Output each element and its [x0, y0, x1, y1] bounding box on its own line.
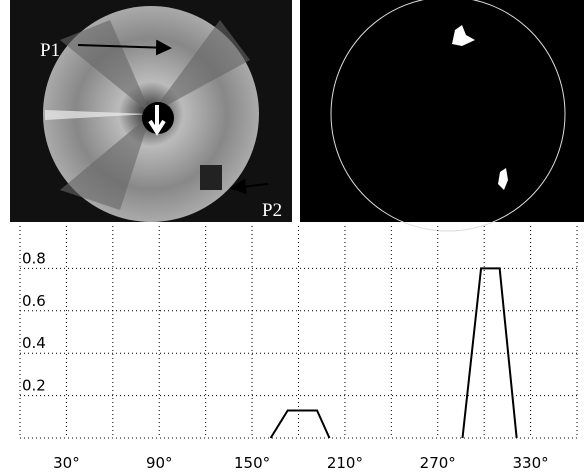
x-tick-label: 270° [420, 454, 456, 472]
x-tick-label: 90° [146, 454, 173, 472]
x-tick-label: 150° [234, 454, 270, 472]
plot: 30° 90° 150° 210° 270° 330° 0.2 0.4 0.6 0.8 [19, 226, 578, 472]
y-tick-label: 0.2 [22, 377, 46, 395]
x-tick-label: 210° [327, 454, 363, 472]
line [269, 267, 518, 439]
y-tick-label: 0.8 [22, 249, 46, 267]
y-tick-label: 0.6 [22, 292, 46, 310]
mask-image [300, 0, 584, 232]
annotation: P1 [40, 40, 60, 61]
y-tick-label: 0.4 [22, 334, 46, 352]
x-tick-label: 330° [513, 454, 549, 472]
camera-image [10, 0, 292, 222]
annotation: P2 [262, 200, 282, 221]
x-tick-label: 30° [53, 454, 80, 472]
